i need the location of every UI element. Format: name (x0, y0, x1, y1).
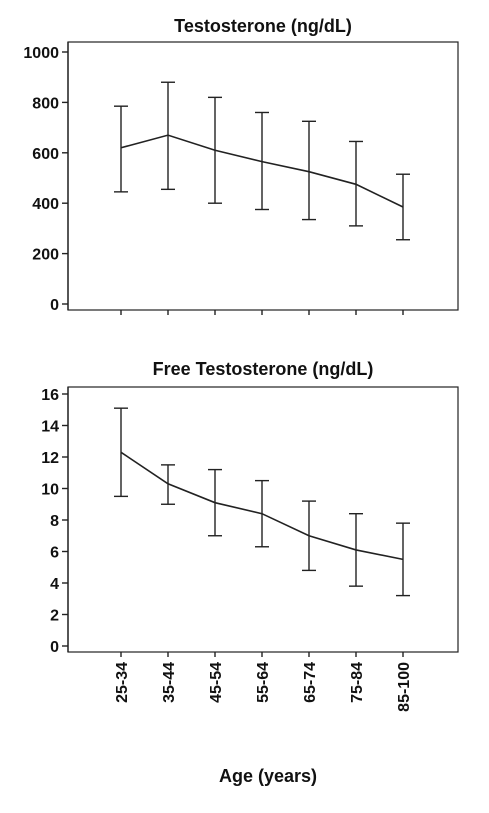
x-tick-label: 65-74 (302, 662, 319, 703)
y-tick-label: 800 (32, 95, 59, 112)
chart-1: Testosterone (ng/dL) 0 200 400 600 800 1000 (23, 16, 459, 315)
series-line (120, 134, 404, 208)
y-tick-label: 0 (50, 297, 59, 314)
x-tick-label: 45-54 (208, 662, 225, 703)
y-tick-label: 6 (50, 545, 59, 562)
y-tick-label: 600 (32, 146, 59, 163)
y-tick-label: 8 (50, 513, 59, 530)
chart-title: Testosterone (ng/dL) (174, 16, 352, 36)
x-tick-label: 75-84 (349, 662, 366, 703)
y-tick-label: 10 (41, 482, 59, 499)
x-tick-label: 55-64 (255, 662, 272, 703)
plot-frame (67, 386, 459, 653)
y-tick-label: 12 (41, 450, 59, 467)
y-tick-label: 2 (50, 608, 59, 625)
x-tick-label: 35-44 (161, 662, 178, 703)
chart-title: Free Testosterone (ng/dL) (153, 359, 374, 379)
y-tick-label: 14 (41, 419, 59, 436)
y-tick-label: 400 (32, 196, 59, 213)
x-tick-label: 85-100 (396, 662, 413, 712)
y-tick-label: 1000 (23, 45, 59, 62)
y-tick-label: 16 (41, 387, 59, 404)
x-tick-label: 25-34 (114, 662, 131, 703)
y-tick-label: 4 (50, 576, 59, 593)
x-axis-label: Age (years) (219, 766, 317, 786)
y-tick-label: 0 (50, 639, 59, 656)
chart-2: Free Testosterone (ng/dL) 0 2 4 6 8 10 12 14 16 25… (41, 359, 459, 712)
series-line (120, 451, 404, 561)
plot-frame (67, 41, 459, 311)
y-tick-label: 200 (32, 247, 59, 264)
